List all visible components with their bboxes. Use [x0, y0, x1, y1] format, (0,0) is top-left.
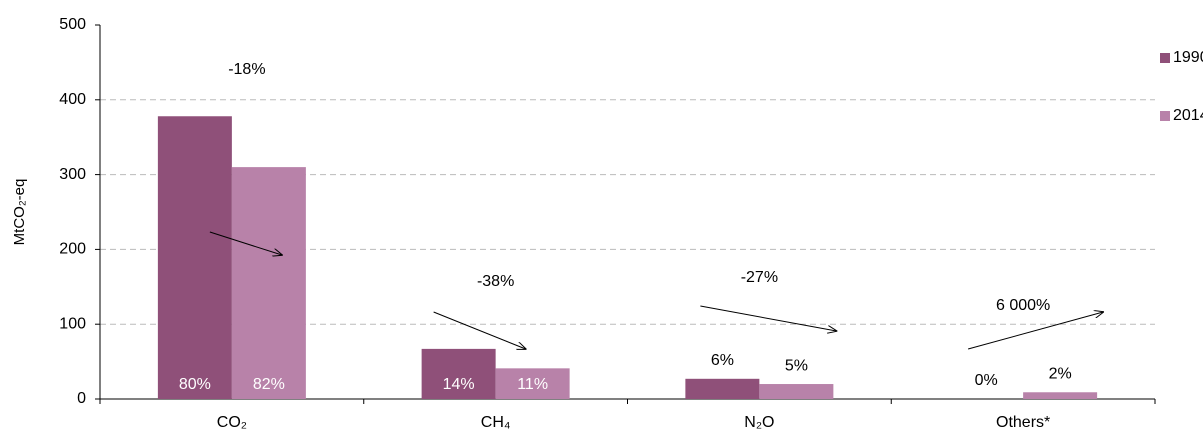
y-tick-label: 0: [77, 390, 86, 407]
share-label: 11%: [517, 376, 548, 393]
legend-swatch: [1160, 53, 1170, 63]
share-label: 14%: [443, 376, 475, 393]
share-label: 82%: [253, 376, 285, 393]
share-label: 6%: [711, 352, 734, 369]
bar: [685, 378, 760, 399]
change-annotation: -27%: [741, 269, 778, 286]
share-label: 80%: [179, 376, 211, 393]
bar: [157, 116, 232, 400]
change-arrow: [967, 312, 1103, 350]
y-tick-label: 500: [59, 16, 86, 33]
bar: [231, 167, 306, 399]
share-label: 2%: [1049, 365, 1072, 382]
x-tick-label: N₂O: [744, 414, 774, 431]
y-tick-label: 300: [59, 166, 86, 183]
y-tick-label: 400: [59, 91, 86, 108]
change-annotation: -18%: [228, 61, 265, 78]
change-arrow: [209, 231, 282, 255]
change-annotation: 6 000%: [996, 297, 1050, 314]
x-tick-label: CO₂: [217, 414, 247, 431]
share-label: 0%: [975, 372, 998, 389]
y-tick-label: 200: [59, 241, 86, 258]
x-tick-label: CH₄: [481, 414, 511, 431]
legend-label: 1990: [1173, 49, 1203, 66]
legend-label: 2014: [1173, 107, 1203, 124]
share-label: 5%: [785, 357, 808, 374]
change-arrow: [700, 305, 836, 331]
y-axis-label: MtCO₂-eq: [11, 179, 28, 246]
bar: [1023, 392, 1098, 399]
change-arrow: [433, 311, 526, 349]
x-tick-label: Others*: [996, 414, 1050, 431]
bar: [759, 384, 834, 399]
legend-swatch: [1160, 111, 1170, 121]
bar: [495, 368, 570, 399]
y-tick-label: 100: [59, 315, 86, 332]
change-annotation: -38%: [477, 273, 514, 290]
bar: [421, 348, 496, 399]
